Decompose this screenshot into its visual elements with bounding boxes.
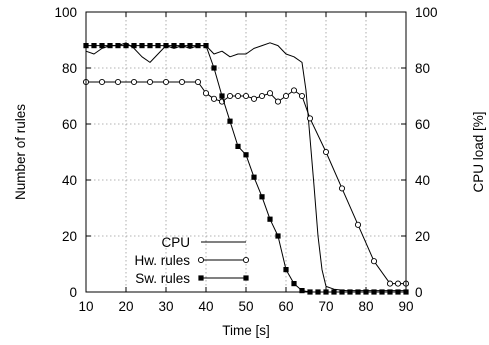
data-point xyxy=(155,43,161,49)
data-point xyxy=(267,216,273,222)
x-tick-label: 70 xyxy=(318,299,333,314)
series-hw-rules xyxy=(82,78,410,287)
y-tick-label-right: 40 xyxy=(415,173,430,188)
x-tick-label: 40 xyxy=(198,299,213,314)
data-point xyxy=(130,78,138,86)
legend: CPU Hw. rules Sw. rules xyxy=(134,235,250,286)
data-point xyxy=(107,43,113,49)
data-point xyxy=(291,281,297,287)
y-tick-label-left: 100 xyxy=(54,5,77,20)
data-point xyxy=(115,43,121,49)
data-point xyxy=(250,95,258,102)
data-point xyxy=(114,78,122,86)
data-point xyxy=(194,78,202,86)
data-point xyxy=(234,92,242,100)
legend-marker xyxy=(243,275,249,281)
data-point xyxy=(266,90,274,97)
data-point xyxy=(210,95,218,102)
x-tick-label: 20 xyxy=(118,299,133,314)
data-point xyxy=(139,43,145,49)
data-point xyxy=(219,93,225,99)
data-point xyxy=(370,258,378,265)
y-tick-label-right: 60 xyxy=(415,117,430,132)
data-point xyxy=(91,43,97,49)
data-point xyxy=(179,43,185,49)
grid xyxy=(86,12,406,292)
axes: 10 20 30 40 50 60 70 80 900204060801000204060801… xyxy=(54,5,437,314)
data-point xyxy=(187,43,193,49)
data-point xyxy=(146,78,154,86)
data-point xyxy=(226,92,234,100)
data-point xyxy=(171,43,177,49)
x-axis-title: Time [s] xyxy=(222,323,270,338)
data-point xyxy=(131,43,137,49)
x-tick-label: 60 xyxy=(278,299,293,314)
x-tick-label: 90 xyxy=(398,299,413,314)
y-tick-label-left: 20 xyxy=(62,229,77,244)
data-point xyxy=(354,221,362,228)
data-point xyxy=(251,174,257,180)
legend-marker xyxy=(197,256,205,264)
y-tick-label-left: 40 xyxy=(62,173,77,188)
data-point xyxy=(283,267,289,273)
data-point xyxy=(282,92,290,100)
data-point xyxy=(386,280,394,287)
data-point xyxy=(227,118,233,124)
data-point xyxy=(123,43,129,49)
x-tick-label: 50 xyxy=(238,299,253,314)
data-point xyxy=(147,43,153,49)
y-tick-label-right: 100 xyxy=(415,5,438,20)
legend-label-cpu: CPU xyxy=(161,235,190,250)
y-tick-label-left: 60 xyxy=(62,117,77,132)
data-point xyxy=(306,115,314,122)
data-point xyxy=(211,65,217,71)
x-tick-label: 80 xyxy=(358,299,373,314)
data-point xyxy=(202,90,210,97)
data-point xyxy=(275,233,281,239)
data-point xyxy=(243,152,249,158)
legend-label-hw-rules: Hw. rules xyxy=(134,253,190,268)
data-point xyxy=(203,43,209,49)
data-point xyxy=(242,92,250,100)
data-point xyxy=(195,43,201,49)
data-point xyxy=(290,87,298,94)
data-point xyxy=(394,280,402,287)
y-tick-label-left: 80 xyxy=(62,61,77,76)
data-point xyxy=(235,143,241,149)
data-point xyxy=(274,98,282,105)
data-point xyxy=(258,92,266,100)
data-point xyxy=(299,288,305,294)
x-tick-label: 30 xyxy=(158,299,173,314)
y-axis-left-title: Number of rules xyxy=(13,104,28,200)
legend-marker xyxy=(198,275,204,281)
data-point xyxy=(162,78,170,86)
data-point xyxy=(298,92,306,100)
y-tick-label-right: 20 xyxy=(415,229,430,244)
data-point xyxy=(338,185,346,192)
series-cpu xyxy=(85,42,406,292)
data-point xyxy=(98,78,106,86)
data-point xyxy=(178,78,186,86)
legend-marker xyxy=(242,256,250,264)
y-tick-label-left: 0 xyxy=(69,285,77,300)
x-tick-label: 10 xyxy=(78,299,93,314)
y-tick-label-right: 0 xyxy=(415,285,423,300)
y-axis-right-title: CPU load [%] xyxy=(471,111,486,192)
data-point xyxy=(99,43,105,49)
data-point xyxy=(259,194,265,200)
series-line-cpu xyxy=(85,42,406,292)
y-tick-label-right: 80 xyxy=(415,61,430,76)
data-point xyxy=(322,148,330,156)
data-point xyxy=(163,43,169,49)
legend-label-sw-rules: Sw. rules xyxy=(135,271,190,286)
